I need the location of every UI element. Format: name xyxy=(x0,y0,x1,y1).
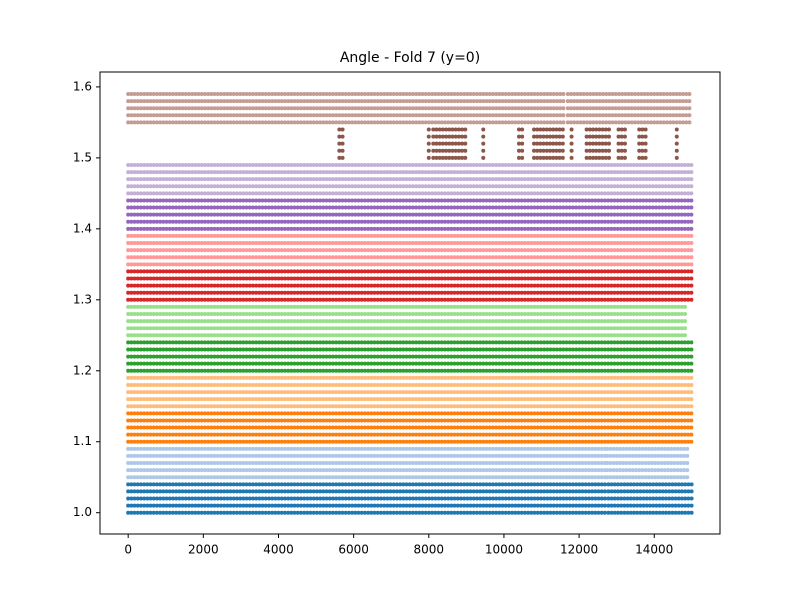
x-tick-label: 10000 xyxy=(485,543,523,557)
y-tick-label: 1.2 xyxy=(73,363,92,377)
x-tick-label: 0 xyxy=(124,543,132,557)
chart-title: Angle - Fold 7 (y=0) xyxy=(340,50,480,66)
x-tick-label: 8000 xyxy=(414,543,445,557)
y-tick-label: 1.3 xyxy=(73,292,92,306)
plot-frame xyxy=(99,71,721,535)
y-tick-label: 1.4 xyxy=(73,221,92,235)
y-tick-label: 1.1 xyxy=(73,434,92,448)
y-tick-label: 1.5 xyxy=(73,150,92,164)
y-tick-label: 1.0 xyxy=(73,505,92,519)
x-tick-label: 14000 xyxy=(635,543,673,557)
x-tick-label: 12000 xyxy=(560,543,598,557)
x-tick-label: 4000 xyxy=(263,543,294,557)
x-tick-label: 6000 xyxy=(338,543,369,557)
x-tick-label: 2000 xyxy=(188,543,219,557)
y-tick-label: 1.6 xyxy=(73,79,92,93)
